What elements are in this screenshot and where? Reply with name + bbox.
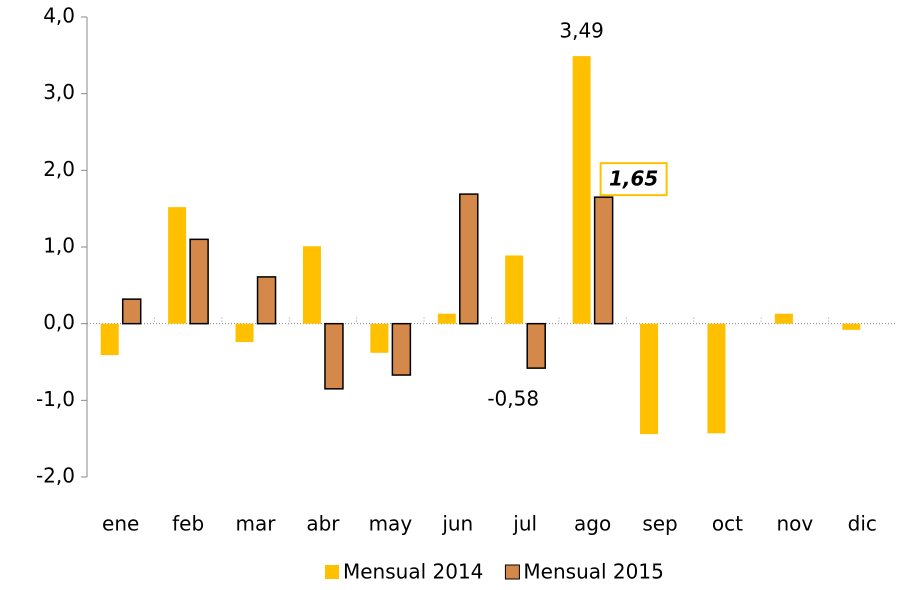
legend-swatch <box>504 564 520 580</box>
legend-label: Mensual 2015 <box>523 560 663 584</box>
bar <box>189 238 209 325</box>
x-tick-label: sep <box>642 512 677 536</box>
bar <box>774 313 793 324</box>
legend-label: Mensual 2014 <box>343 560 483 584</box>
bar <box>324 322 344 390</box>
data-label: 3,49 <box>559 19 604 43</box>
label-box <box>599 162 668 197</box>
bar <box>168 207 187 324</box>
x-tick-label: dic <box>848 512 877 536</box>
x-tick-label: oct <box>712 512 743 536</box>
y-tick-label: 0,0 <box>43 310 75 334</box>
bar <box>707 323 726 434</box>
data-label: 1,65 <box>609 167 658 191</box>
bar <box>370 323 389 353</box>
y-tick-label: 1,0 <box>43 234 75 258</box>
bar <box>391 322 412 376</box>
bar <box>640 323 659 435</box>
bar <box>121 298 142 325</box>
bar <box>459 193 479 325</box>
x-tick-label: abr <box>306 512 340 536</box>
bar <box>100 323 119 356</box>
y-tick-label: -1,0 <box>36 387 75 411</box>
y-tick-label: 3,0 <box>43 80 75 104</box>
x-tick-label: mar <box>236 512 277 536</box>
bar <box>593 196 614 325</box>
x-tick-label: ago <box>574 512 611 536</box>
y-tick-label: -2,0 <box>36 464 75 488</box>
x-tick-label: jul <box>512 512 537 536</box>
x-tick-label: feb <box>172 512 204 536</box>
bar <box>437 313 456 324</box>
y-tick-label: 4,0 <box>43 4 75 28</box>
bar <box>842 323 861 330</box>
y-tick-label: 2,0 <box>43 157 75 181</box>
bar <box>235 323 254 343</box>
x-tick-label: nov <box>777 512 814 536</box>
bar <box>302 246 321 324</box>
bar <box>256 276 277 325</box>
data-label: -0,58 <box>487 387 539 411</box>
legend-swatch <box>325 565 339 579</box>
bar <box>505 255 524 324</box>
bar <box>572 56 591 324</box>
x-tick-label: jun <box>441 512 473 536</box>
x-tick-label: ene <box>102 512 139 536</box>
bar <box>526 322 546 369</box>
x-tick-label: may <box>369 512 413 536</box>
